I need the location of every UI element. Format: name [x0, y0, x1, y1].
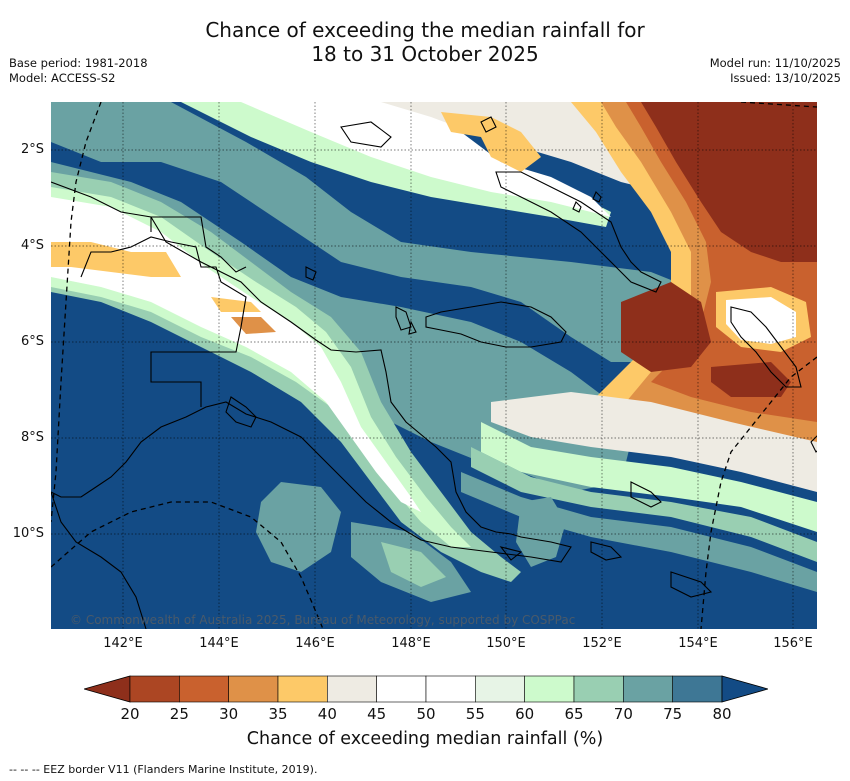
se-band-65: [471, 447, 817, 562]
colorbar-tick-label: 35: [268, 705, 288, 723]
title-line-1: Chance of exceeding the median rainfall …: [205, 18, 645, 42]
lat-label-10s: 10°S: [12, 526, 44, 541]
se-band-60: [481, 422, 817, 532]
map-canvas: [51, 102, 817, 629]
south-band-65: [381, 542, 446, 587]
meta-right: Model run: 11/10/2025 Issued: 13/10/2025: [710, 56, 841, 86]
colorbar-cell: [475, 675, 525, 703]
band-70: [51, 102, 711, 362]
colorbar-cell: [623, 675, 673, 703]
south-band-70-c: [516, 497, 566, 567]
lat-label-6s: 6°S: [20, 334, 44, 349]
colorbar-cell: [228, 675, 279, 703]
title-line-2: 18 to 31 October 2025: [311, 42, 539, 66]
lon-label-142e: 142°E: [103, 636, 143, 651]
lon-label-148e: 148°E: [391, 636, 431, 651]
east-band-20-b: [711, 362, 791, 397]
lat-label-8s: 8°S: [20, 430, 44, 445]
colorbar-tick-label: 70: [613, 705, 633, 723]
issued-date: Issued: 13/10/2025: [730, 71, 841, 85]
colorbar: [82, 673, 770, 705]
graticule: [51, 102, 817, 629]
lon-label-144e: 144°E: [199, 636, 239, 651]
meta-left: Base period: 1981-2018 Model: ACCESS-S2: [9, 56, 148, 86]
band-35-mid: [211, 297, 261, 312]
colorbar-tick-label: 40: [317, 705, 337, 723]
colorbar-tick-label: 60: [515, 705, 535, 723]
band-35-west: [51, 242, 181, 277]
colorbar-cell: [524, 675, 575, 703]
colorbar-svg: [82, 675, 770, 703]
colorbar-tick-label: 75: [663, 705, 683, 723]
colorbar-cell: [179, 675, 229, 703]
colorbar-cell: [425, 675, 476, 703]
se-band-70: [461, 472, 817, 592]
colorbar-tick-label: 45: [367, 705, 387, 723]
lon-label-152e: 152°E: [582, 636, 622, 651]
colorbar-tick-label: 30: [219, 705, 239, 723]
colorbar-tick-label: 25: [169, 705, 189, 723]
model-name: Model: ACCESS-S2: [9, 71, 116, 85]
colorbar-tick-label: 80: [712, 705, 732, 723]
colorbar-tick-label: 65: [564, 705, 584, 723]
coastlines: [51, 116, 817, 629]
colorbar-tick-label: 20: [120, 705, 140, 723]
colorbar-cell: [672, 675, 723, 703]
model-run: Model run: 11/10/2025: [709, 56, 841, 70]
north-band-50: [241, 102, 611, 217]
colorbar-cell: [573, 675, 624, 703]
lat-label-4s: 4°S: [20, 238, 44, 253]
colorbar-tick-label: 50: [416, 705, 436, 723]
lat-label-2s: 2°S: [20, 142, 44, 157]
south-band-70: [256, 482, 341, 572]
lon-label-154e: 154°E: [678, 636, 718, 651]
lon-label-146e: 146°E: [295, 636, 335, 651]
ne-band-20: [641, 102, 817, 262]
eez-borders: [51, 102, 817, 629]
colorbar-cell: [376, 675, 427, 703]
eez-legend-note: -- -- -- EEZ border V11 (Flanders Marine…: [9, 763, 318, 776]
colorbar-tick-label: 55: [465, 705, 485, 723]
chart-title: Chance of exceeding the median rainfall …: [0, 18, 850, 66]
north-band-35: [441, 112, 541, 172]
colorbar-label: Chance of exceeding median rainfall (%): [246, 729, 604, 749]
colorbar-cell: [129, 675, 180, 703]
colorbar-cell: [327, 675, 377, 703]
se-band-45: [491, 392, 817, 492]
colorbar-extend-high: [721, 675, 770, 703]
colorbar-cell: [277, 675, 328, 703]
lon-label-150e: 150°E: [486, 636, 526, 651]
copyright-notice: © Commonwealth of Australia 2025, Bureau…: [70, 613, 576, 627]
base-period: Base period: 1981-2018: [9, 56, 148, 70]
colorbar-extend-low: [82, 675, 131, 703]
bougainville-band-50: [726, 297, 796, 344]
lon-label-156e: 156°E: [773, 636, 813, 651]
rainfall-map: [51, 102, 817, 629]
east-band-20: [621, 282, 711, 372]
